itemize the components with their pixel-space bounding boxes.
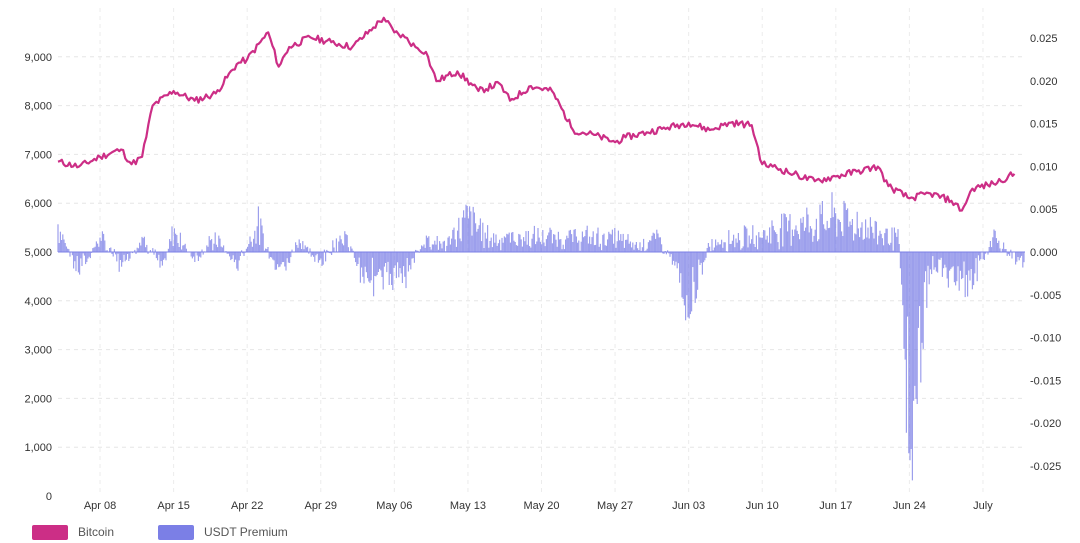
left-axis-tick-label: 1,000 [24,442,52,454]
right-axis-tick-label: -0.010 [1030,333,1061,345]
x-axis-tick-label: Apr 15 [157,500,189,512]
right-axis-tick-label: -0.005 [1030,290,1061,302]
grid [58,8,1025,496]
right-axis-ticks: 0.025 0.020 0.015 0.010 0.005 0.000 -0.005 -0.0… [1030,33,1061,473]
x-axis-tick-label: Apr 29 [305,500,337,512]
right-axis-tick-label: 0.015 [1030,119,1058,131]
legend-label-usdt-premium: USDT Premium [204,525,288,539]
left-axis-tick-label: 4,000 [24,296,52,308]
right-axis-tick-label: 0.005 [1030,204,1058,216]
x-axis-ticks: Apr 08 Apr 15 Apr 22 Apr 29 May 06 May 13 May … [84,500,993,512]
left-axis-tick-label: 8,000 [24,101,52,113]
x-axis-tick-label: May 20 [523,500,559,512]
right-axis-tick-label: -0.025 [1030,461,1061,473]
right-axis-tick-label: -0.015 [1030,375,1061,387]
left-axis-tick-label: 2,000 [24,393,52,405]
x-axis-tick-label: Apr 22 [231,500,263,512]
bitcoin-series [57,16,1016,212]
bitcoin-line [57,16,1016,212]
x-axis-tick-label: July [973,500,993,512]
x-axis-tick-label: Jun 17 [819,500,852,512]
x-axis-tick-label: May 06 [376,500,412,512]
x-axis-tick-label: Jun 10 [746,500,779,512]
x-axis-tick-label: Jun 03 [672,500,705,512]
left-axis-tick-label: 9,000 [24,52,52,64]
legend-bitcoin[interactable]: Bitcoin [32,522,114,542]
right-axis-tick-label: 0.020 [1030,76,1058,88]
x-axis-tick-label: Apr 08 [84,500,116,512]
legend-swatch-bitcoin [32,524,68,540]
x-axis-tick-label: May 27 [597,500,633,512]
left-axis-tick-label: 7,000 [24,149,52,161]
legend-swatch-usdt-premium [158,524,194,540]
legend-label-bitcoin: Bitcoin [78,525,115,539]
left-axis-tick-label: 5,000 [24,247,52,259]
right-axis-tick-label: -0.020 [1030,418,1061,430]
chart: 0 1,000 2,000 3,000 4,000 5,000 6,000 7,000 8,00… [24,8,1061,512]
usdt-premium-series [57,192,1025,481]
left-axis-tick-label: 0 [46,491,52,503]
right-axis-tick-label: 0.000 [1030,247,1058,259]
left-axis-ticks: 0 1,000 2,000 3,000 4,000 5,000 6,000 7,000 8,00… [24,52,52,503]
x-axis-tick-label: Jun 24 [893,500,926,512]
legend-usdt-premium[interactable]: USDT Premium [158,522,288,542]
x-axis-tick-label: May 13 [450,500,486,512]
right-axis-tick-label: 0.025 [1030,33,1058,45]
left-axis-tick-label: 6,000 [24,198,52,210]
left-axis-tick-label: 3,000 [24,345,52,357]
right-axis-tick-label: 0.010 [1030,161,1058,173]
